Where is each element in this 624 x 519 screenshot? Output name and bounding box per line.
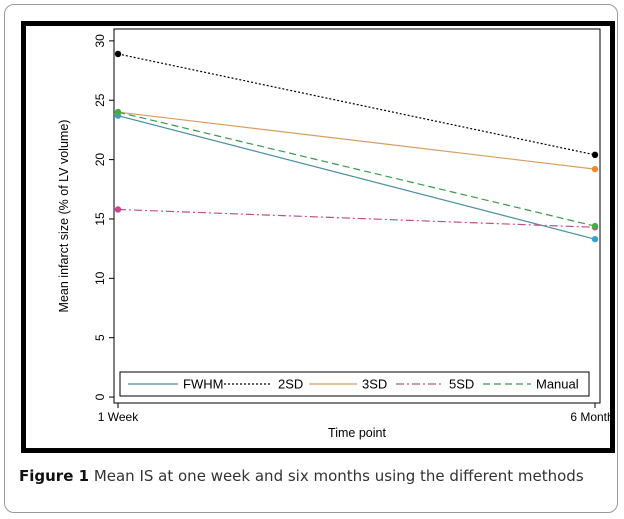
caption-text: Mean IS at one week and six months using… [89,467,584,485]
series-line-2sd [117,53,596,156]
data-point-fwhm [591,235,599,243]
x-tick-label: 1 Week [98,410,139,424]
data-point-2sd [114,50,122,58]
legend-label-manual: Manual [536,377,579,392]
y-tick-label: 25 [93,93,107,107]
legend-label-2sd: 2SD [278,377,303,392]
x-tick-label: 6 Months [570,410,610,424]
chart-area: 0 5 10 15 20 25 30 1 Week 6 Months FWHM 2SD 3SD 5S… [26,26,610,448]
caption-label: Figure 1 [19,467,90,485]
line-chart: 0 5 10 15 20 25 30 1 Week 6 Months FWHM 2SD 3SD 5S… [57,28,610,440]
y-tick-label: 30 [93,34,107,48]
series-line-manual [117,111,596,227]
legend-label-fwhm: FWHM [183,377,223,392]
y-tick-label: 0 [93,393,107,400]
y-axis-label: Mean infarct size (% of LV volume) [57,120,71,313]
plot-region [113,28,601,404]
data-point-manual [591,222,599,230]
y-tick-label: 15 [93,212,107,226]
figure-caption: Figure 1 Mean IS at one week and six mon… [19,465,615,488]
y-tick-label: 5 [93,334,107,341]
data-point-5sd [114,206,122,213]
legend-label-3sd: 3SD [362,377,387,392]
y-tick-label: 10 [93,271,107,285]
data-point-2sd [591,151,599,159]
data-point-3sd [591,165,599,173]
data-point-manual [114,108,122,116]
x-axis-label: Time point [328,426,386,440]
figure-card: 0 5 10 15 20 25 30 1 Week 6 Months FWHM 2SD 3SD 5S… [4,4,618,513]
legend-label-5sd: 5SD [449,377,474,392]
series-line-fwhm [117,115,596,240]
series-line-3sd [117,111,596,170]
figure-frame: 0 5 10 15 20 25 30 1 Week 6 Months FWHM 2SD 3SD 5S… [21,21,615,453]
y-tick-label: 20 [93,153,107,167]
